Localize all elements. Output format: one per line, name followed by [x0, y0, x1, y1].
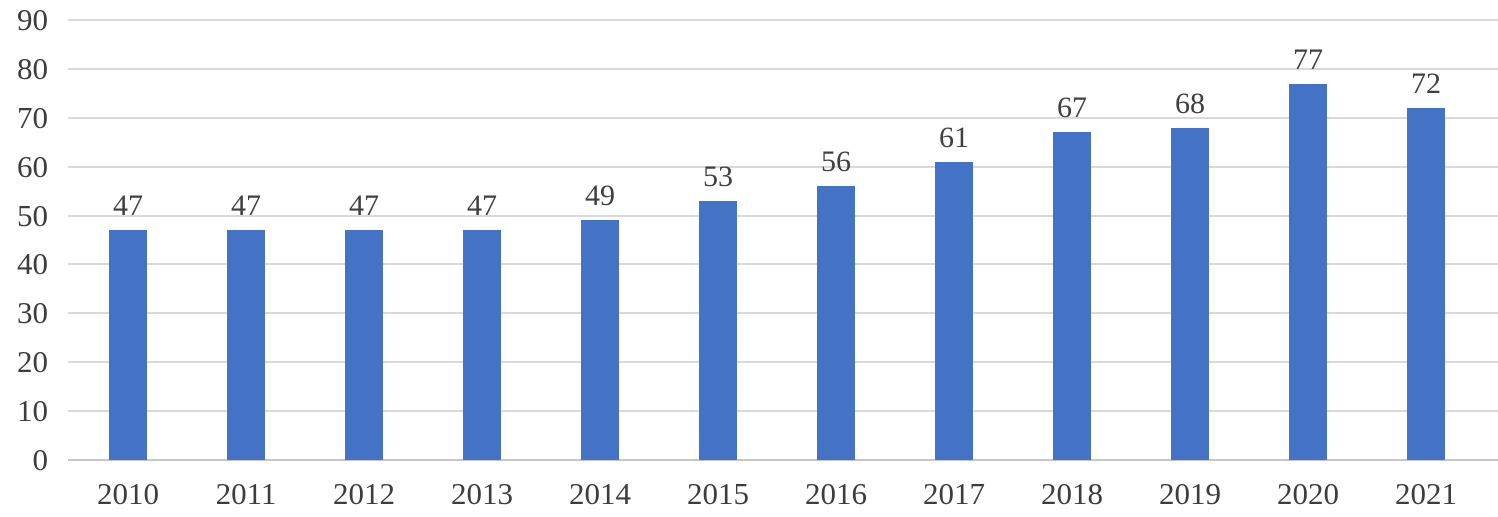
bar: [1407, 108, 1445, 460]
x-axis-tick-label: 2019: [1159, 476, 1221, 511]
bar: [817, 186, 855, 460]
bar-value-label: 47: [113, 189, 143, 223]
bar: [1171, 127, 1209, 460]
bar: [1289, 83, 1327, 460]
x-axis-tick-label: 2012: [333, 476, 395, 511]
bar-value-label: 68: [1175, 86, 1205, 120]
x-axis-tick-label: 2020: [1277, 476, 1339, 511]
gridline: [68, 19, 1498, 21]
x-axis-tick-label: 2013: [451, 476, 513, 511]
bar-value-label: 49: [585, 179, 615, 213]
bar: [699, 200, 737, 460]
bar: [1053, 132, 1091, 460]
bar: [463, 230, 501, 460]
gridline: [68, 361, 1498, 364]
y-axis-tick-label: 30: [17, 295, 48, 331]
gridline: [68, 312, 1498, 315]
bar-value-label: 47: [349, 189, 379, 223]
bar-value-label: 67: [1057, 91, 1087, 125]
bar-value-label: 56: [821, 145, 851, 179]
x-axis-tick-label: 2017: [923, 476, 985, 511]
y-axis-tick-label: 0: [32, 442, 49, 477]
y-axis-tick-label: 60: [17, 148, 48, 184]
bar-value-label: 53: [703, 159, 733, 193]
gridline: [68, 165, 1498, 168]
x-axis-tick-label: 2011: [215, 476, 277, 511]
bar: [345, 230, 383, 460]
bar: [581, 220, 619, 460]
y-axis-tick-label: 70: [17, 99, 48, 135]
gridline: [68, 214, 1498, 217]
y-axis-tick-label: 20: [17, 344, 48, 380]
y-axis-tick-label: 40: [17, 246, 48, 282]
x-axis-tick-label: 2016: [805, 476, 867, 511]
bar-value-label: 61: [939, 120, 969, 154]
gridline: [68, 410, 1498, 413]
bar: [227, 230, 265, 460]
x-axis-tick-label: 2021: [1395, 476, 1457, 511]
x-axis-tick-label: 2014: [569, 476, 631, 511]
gridline: [68, 67, 1498, 70]
x-axis-tick-label: 2010: [97, 476, 159, 511]
bar-value-label: 77: [1293, 42, 1323, 76]
y-axis-tick-label: 90: [17, 2, 48, 37]
y-axis-tick-label: 10: [17, 393, 48, 429]
bar-value-label: 72: [1411, 67, 1441, 100]
x-axis-tick-label: 2015: [687, 476, 749, 511]
y-axis-tick-label: 50: [17, 197, 48, 233]
x-axis-line: [68, 459, 1498, 461]
bar-value-label: 47: [467, 189, 497, 223]
gridline: [68, 263, 1498, 266]
x-axis-tick-label: 2018: [1041, 476, 1103, 511]
bar: [109, 230, 147, 460]
bar: [935, 161, 973, 460]
gridline: [68, 116, 1498, 119]
bar-value-label: 47: [231, 189, 261, 223]
y-axis-tick-label: 80: [17, 50, 48, 86]
